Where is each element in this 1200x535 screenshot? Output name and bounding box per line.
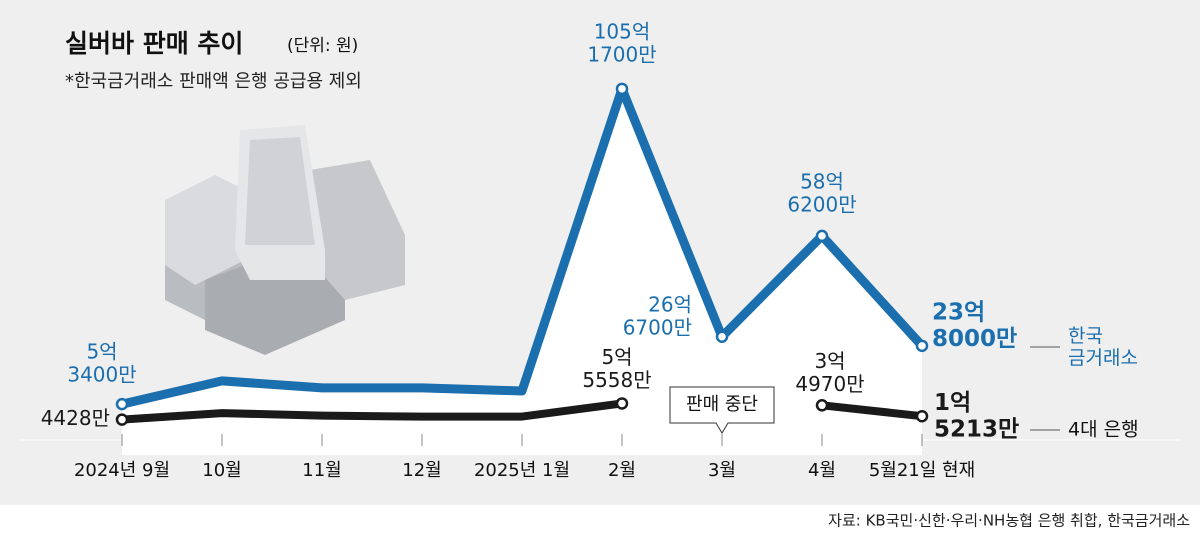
silver-bars [165, 125, 405, 355]
point-marker [915, 339, 929, 353]
point-marker [915, 409, 929, 423]
x-tick-label: 2월 [608, 460, 636, 481]
point-marker [115, 413, 129, 426]
value-label: 3억 4970만 [795, 348, 864, 395]
value-label: 1억 5213만 [934, 389, 1019, 441]
chart-note: *한국금거래소 판매액 은행 공급용 제외 [65, 71, 362, 92]
x-tick-label: 5월21일 현재 [869, 460, 975, 481]
source: 자료: KB국민·신한·우리·NH농협 은행 취합, 한국금거래소 [828, 512, 1190, 530]
point-marker [815, 229, 829, 243]
value-label: 4428만 [41, 406, 110, 430]
series-line [118, 399, 926, 424]
area-fill [122, 88, 922, 456]
x-tick-label: 4월 [808, 460, 836, 481]
point-marker [815, 399, 829, 412]
annotation: 판매 중단 [686, 394, 758, 415]
footer-bg [0, 505, 1200, 535]
x-tick-label: 2025년 1월 [474, 460, 570, 481]
value-label: 58억 6200만 [787, 169, 856, 216]
value-label: 5억 5558만 [582, 344, 651, 391]
legend-label: 4대 은행 [1068, 419, 1139, 441]
x-tick-label: 3월 [708, 460, 736, 481]
point-marker [615, 397, 629, 410]
annotation-box [669, 386, 775, 434]
chart-subtitle: (단위: 원) [287, 36, 358, 56]
point-marker [115, 397, 129, 411]
x-tick-label: 2024년 9월 [74, 460, 170, 481]
x-tick-label: 11월 [302, 460, 341, 481]
legend-label: 한국 금거래소 [1068, 325, 1138, 369]
point-marker [615, 82, 629, 96]
point-marker [715, 330, 729, 344]
series-line [117, 84, 927, 409]
value-label: 23억 8000만 [932, 299, 1017, 351]
x-tick-label: 10월 [202, 460, 241, 481]
value-label: 5억 3400만 [67, 339, 136, 386]
value-label: 26억 6700만 [623, 292, 692, 339]
value-label: 105억 1700만 [587, 19, 656, 66]
chart-title: 실버바 판매 추이 [65, 29, 243, 58]
x-tick-label: 12월 [402, 460, 441, 481]
